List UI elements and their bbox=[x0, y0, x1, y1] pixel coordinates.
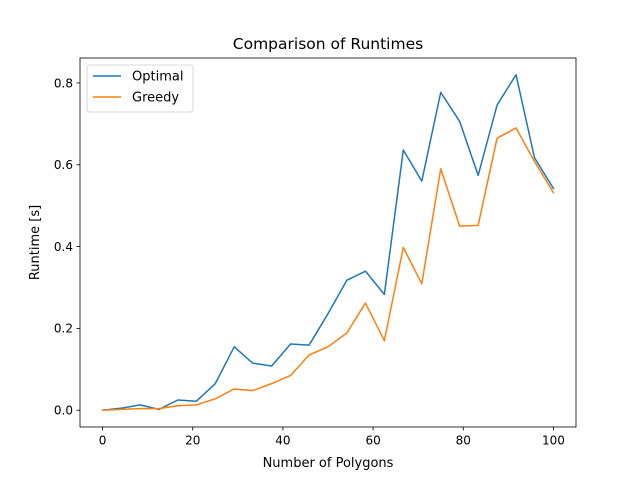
y-tick-label: 0.6 bbox=[54, 158, 73, 172]
x-tick-label: 40 bbox=[275, 434, 290, 448]
y-tick-label: 0.2 bbox=[54, 322, 73, 336]
series-line-optimal bbox=[101, 74, 555, 412]
x-tick-label: 60 bbox=[365, 434, 380, 448]
plot-frame bbox=[79, 57, 577, 428]
legend: Optimal Greedy bbox=[86, 64, 194, 113]
series-layer bbox=[101, 74, 555, 412]
x-tick-label: 100 bbox=[542, 434, 565, 448]
series-line-greedy bbox=[101, 127, 555, 412]
x-tick-label: 20 bbox=[185, 434, 200, 448]
legend-label-greedy: Greedy bbox=[132, 91, 179, 106]
y-axis: 0.0 0.2 0.4 0.6 0.8 bbox=[54, 76, 80, 418]
x-axis-label: Number of Polygons bbox=[263, 456, 394, 471]
x-axis: 0 20 40 60 80 100 bbox=[99, 427, 565, 448]
y-tick-label: 0.0 bbox=[54, 404, 73, 418]
legend-label-optimal: Optimal bbox=[132, 70, 183, 85]
x-tick-label: 0 bbox=[99, 434, 107, 448]
x-tick-label: 80 bbox=[456, 434, 471, 448]
y-axis-label: Runtime [s] bbox=[28, 205, 43, 280]
chart-title: Comparison of Runtimes bbox=[233, 35, 423, 53]
y-tick-label: 0.8 bbox=[54, 76, 73, 90]
y-tick-label: 0.4 bbox=[54, 240, 73, 254]
